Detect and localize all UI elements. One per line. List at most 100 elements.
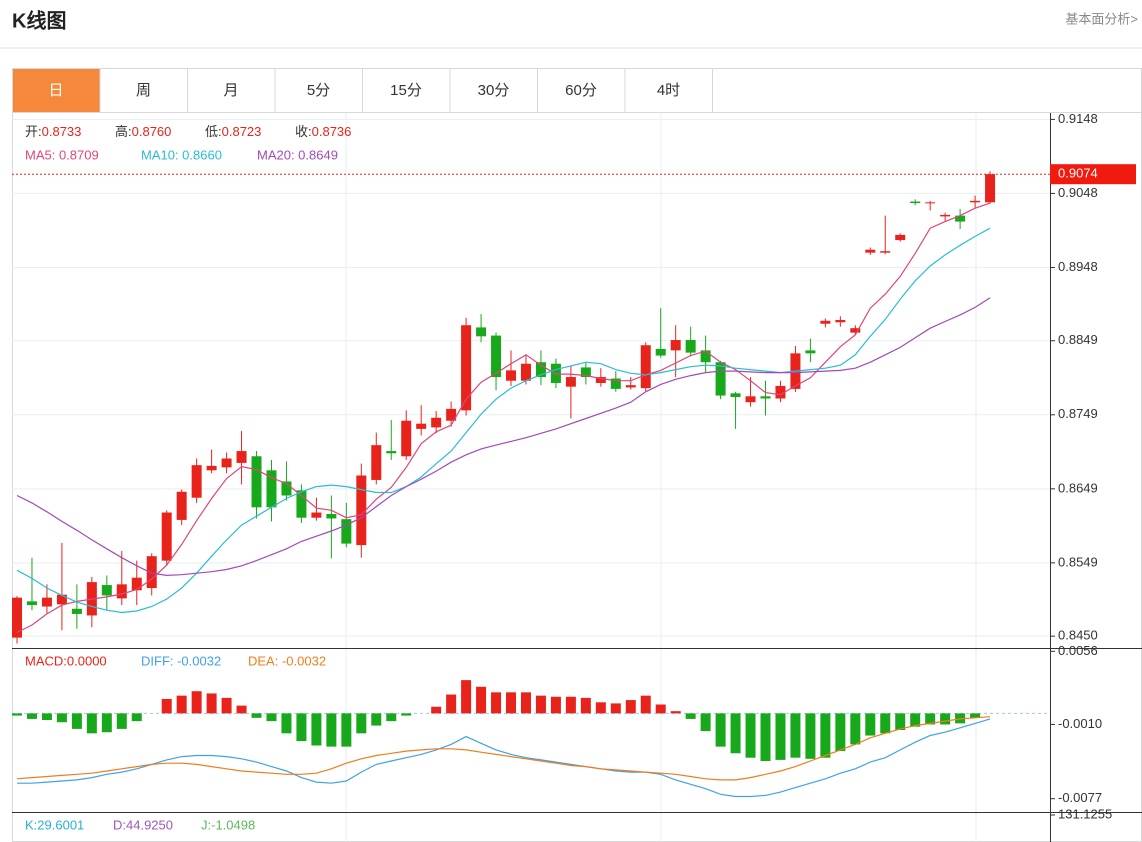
candle-body [416,423,427,429]
tab-label[interactable]: 15分 [390,82,422,99]
y-tick-label: 0.8948 [1058,259,1098,274]
candle-body [565,377,576,387]
macd-bar [86,713,97,734]
candle-body [356,475,367,546]
readout-label: 低: [205,124,222,139]
macd-bar [326,713,337,747]
tab-label[interactable]: 60分 [565,82,597,99]
macd-bar [610,703,621,714]
tab-label[interactable]: 日 [48,82,63,99]
candle-body [101,585,112,596]
candle-body [116,584,127,599]
candle-body [670,340,681,351]
candle-body [730,393,741,398]
candle-body [715,362,726,396]
tab-label[interactable]: 4时 [657,82,680,99]
macd-bar [281,713,292,734]
macd-bar [820,713,831,758]
candle-body [685,340,696,353]
macd-bar [805,713,816,759]
macd-bar [71,713,82,729]
tab[interactable] [449,68,538,113]
y-tick-label: -0.0010 [1058,716,1102,731]
candle-body [580,367,591,378]
tab[interactable] [624,68,713,113]
macd-series-readout: DIFF: -0.0032 [141,653,221,668]
macd-bar [700,713,711,732]
candle-body [461,325,472,411]
candle-body [955,215,966,222]
macd-bar [535,695,546,714]
macd-bar [775,713,786,760]
candle-body [296,490,307,518]
macd-bar [401,713,412,716]
tab-bar: 日 周 月 5分 15分 30分 60分 4时 [12,68,713,113]
candle-body [446,408,457,421]
panel-border [12,68,1142,842]
macd-bar [685,713,696,719]
macd-bar [161,698,172,714]
macd-bar [476,686,487,714]
macd-bar [41,713,52,721]
candle-body [835,320,846,323]
tab-label[interactable]: 月 [223,82,238,99]
candle-body [431,417,442,428]
candle-body [161,512,172,561]
candle-body [985,174,996,203]
candle-body [236,451,247,463]
candle-body [206,465,217,471]
candle-body [12,597,22,638]
macd-bar [625,700,636,714]
candle-body [820,320,831,324]
candle-body [341,519,352,544]
widget-title: K线图 [12,8,66,32]
candle-body [550,363,561,383]
macd-bar [296,713,307,742]
candle-body [491,335,502,378]
candle-body [700,350,711,363]
macd-bar [745,713,756,758]
last-price-box [1050,164,1136,185]
macd-bar [655,704,666,714]
macd-bar [520,692,531,714]
tab-label[interactable]: 周 [136,82,151,99]
tab[interactable] [99,68,188,113]
candle-body [476,327,487,337]
macd-bar [191,691,202,714]
macd-readout: MACD:0.0000 [25,653,107,668]
macd-bar [730,713,741,754]
candle-body [940,214,951,217]
y-tick-label: -0.0077 [1058,790,1102,805]
macd-bar [640,695,651,714]
indicator-line [16,227,991,614]
candle-body [520,363,531,381]
indicator-line [17,718,991,798]
macd-bar [371,713,382,726]
candle-body [26,601,37,606]
candle-body [850,328,861,333]
candle-body [41,597,52,607]
y-tick-label: 0.8649 [1058,480,1098,495]
macd-bar [356,713,367,734]
macd-bar [925,713,936,725]
macd-bar [251,713,262,718]
fundamental-link[interactable]: 基本面分析> [1065,11,1138,26]
macd-bar [595,702,606,714]
macd-bar [116,713,127,729]
candle-body [71,608,82,614]
readout-value: 0.8760 [132,124,172,139]
macd-bar [491,692,502,714]
candle-body [221,458,232,468]
last-price-label: 0.9074 [1058,166,1098,181]
macd-series-readout: DEA: -0.0032 [248,653,326,668]
candle-body [655,348,666,356]
tab-label[interactable]: 30分 [478,82,510,99]
candle-body [970,200,981,203]
candle-body [281,481,292,496]
candle-body [371,445,382,480]
tab-label[interactable]: 5分 [307,82,330,99]
macd-bar [760,713,771,762]
candle-body [251,456,262,508]
